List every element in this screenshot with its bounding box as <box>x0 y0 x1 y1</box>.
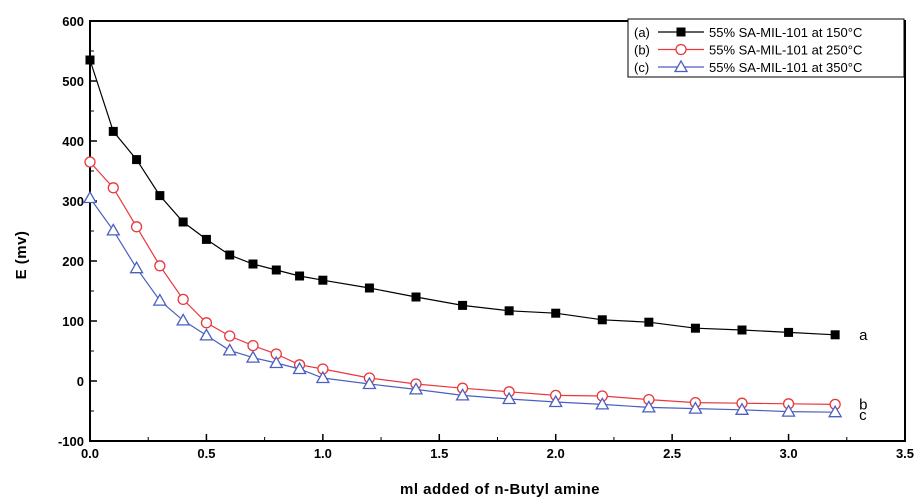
data-point <box>85 157 95 167</box>
data-point <box>784 328 793 337</box>
series-group: abc <box>84 56 868 425</box>
series-line <box>90 162 835 404</box>
x-tick-label: 2.0 <box>547 446 565 461</box>
data-point <box>177 314 189 325</box>
data-point <box>505 306 514 315</box>
data-point <box>201 318 211 328</box>
data-point <box>318 276 327 285</box>
legend-label: 55% SA-MIL-101 at 350°C <box>709 60 862 75</box>
y-tick-label: 200 <box>62 254 84 269</box>
axis-ticks: 0.0 0.5 1.0 1.5 2.0 2.5 3.0 3.5-100010020030040… <box>58 14 914 461</box>
x-tick-label: 3.5 <box>896 446 914 461</box>
x-tick-label: 0.5 <box>197 446 215 461</box>
data-point <box>458 301 467 310</box>
y-tick-label: -100 <box>58 434 84 449</box>
data-point <box>131 262 143 273</box>
legend-label: 55% SA-MIL-101 at 150°C <box>709 25 862 40</box>
y-tick-label: 400 <box>62 134 84 149</box>
x-axis-title: ml added of n-Butyl amine <box>400 481 600 498</box>
data-point <box>272 266 281 275</box>
data-point <box>249 260 258 269</box>
data-point <box>225 331 235 341</box>
data-point <box>224 344 236 355</box>
data-point <box>365 284 374 293</box>
data-point <box>598 315 607 324</box>
y-tick-label: 600 <box>62 14 84 29</box>
series-end-label: c <box>859 407 867 424</box>
data-point <box>155 191 164 200</box>
data-point <box>132 155 141 164</box>
data-point <box>691 324 700 333</box>
x-tick-label: 1.0 <box>314 446 332 461</box>
y-tick-label: 300 <box>62 194 84 209</box>
y-tick-label: 100 <box>62 314 84 329</box>
legend: (a) 55% SA-MIL-101 at 150°C (b) 55% SA-MIL-… <box>628 19 904 77</box>
legend-prefix: (b) <box>634 43 650 58</box>
data-point <box>738 326 747 335</box>
data-point <box>86 56 95 65</box>
data-point <box>109 127 118 136</box>
data-point <box>644 318 653 327</box>
legend-marker <box>676 45 686 55</box>
data-point <box>132 222 142 232</box>
data-point <box>154 295 166 306</box>
data-point <box>248 341 258 351</box>
data-point <box>225 251 234 260</box>
legend-label: 55% SA-MIL-101 at 250°C <box>709 43 862 58</box>
y-axis-title: E (mv) <box>13 231 30 280</box>
series-line <box>90 60 835 335</box>
series-a: a <box>86 56 869 344</box>
legend-prefix: (a) <box>634 25 650 40</box>
legend-marker <box>677 28 686 37</box>
y-tick-label: 0 <box>77 374 84 389</box>
legend-prefix: (c) <box>634 60 649 75</box>
plot-frame <box>90 21 905 441</box>
data-point <box>831 330 840 339</box>
data-point <box>179 218 188 227</box>
data-point <box>178 294 188 304</box>
y-tick-label: 500 <box>62 74 84 89</box>
series-b: b <box>85 157 867 413</box>
data-point <box>551 309 560 318</box>
data-point <box>412 293 421 302</box>
data-point <box>107 224 119 235</box>
plot-area <box>90 21 905 441</box>
series-end-label: a <box>859 327 868 344</box>
x-tick-label: 2.5 <box>663 446 681 461</box>
data-point <box>295 272 304 281</box>
data-point <box>108 183 118 193</box>
data-point <box>317 372 329 383</box>
data-point <box>200 329 212 340</box>
x-tick-label: 1.5 <box>430 446 448 461</box>
data-point <box>84 192 96 203</box>
x-tick-label: 3.0 <box>780 446 798 461</box>
data-point <box>202 235 211 244</box>
data-point <box>155 261 165 271</box>
